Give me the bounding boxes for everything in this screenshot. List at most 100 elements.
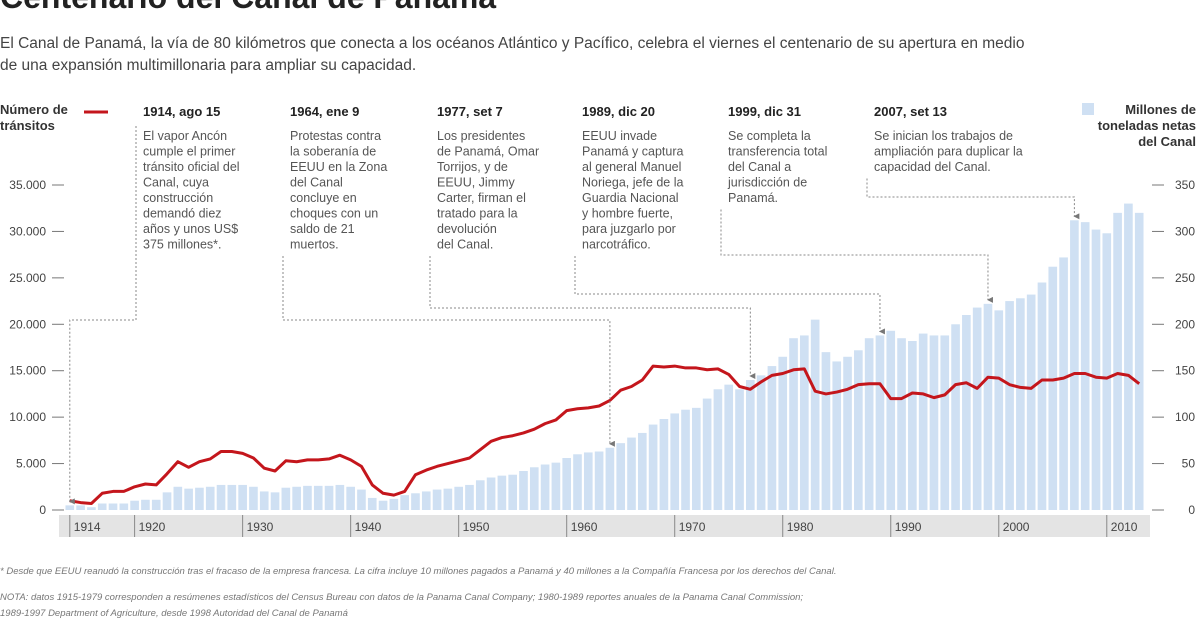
bar — [97, 503, 107, 510]
bar — [454, 486, 463, 510]
bar — [108, 503, 118, 510]
bar — [519, 471, 528, 510]
bar — [1005, 301, 1014, 510]
bar — [119, 503, 129, 510]
y2-tick-label: 0 — [1188, 503, 1195, 517]
bar — [756, 375, 766, 510]
bar — [443, 488, 453, 510]
bar — [259, 491, 269, 510]
bar — [605, 447, 615, 510]
bar — [962, 315, 971, 510]
y-tick-label: 0 — [39, 503, 46, 517]
footnote: 1989-1997 Department of Agriculture, des… — [0, 608, 348, 619]
legend-label: Número de tránsitos — [0, 102, 68, 133]
annotation-text: EEUU en la Zona — [290, 160, 387, 174]
annotation-text: Torrijos, y de — [437, 160, 508, 174]
annotation-text: El vapor Ancón — [143, 129, 227, 143]
bar — [367, 497, 377, 510]
annotation-text: Los presidentes — [437, 129, 525, 143]
annotation-text: Guardia Nacional — [582, 191, 679, 205]
bar — [551, 462, 561, 510]
bar — [540, 464, 550, 510]
bar — [735, 389, 744, 510]
y-tick-label: 25.000 — [9, 271, 46, 285]
line — [69, 364, 1141, 505]
bar — [864, 338, 874, 510]
bar — [681, 409, 690, 510]
bar — [1070, 220, 1079, 511]
annotation-text: devolución — [437, 222, 497, 236]
bar — [951, 324, 960, 510]
annotation-date: 1964, ene 9 — [290, 104, 359, 119]
bar — [821, 352, 831, 510]
bar — [270, 492, 280, 510]
bar — [573, 454, 582, 510]
bar — [303, 485, 312, 510]
bar — [702, 398, 712, 510]
annotation-date: 1914, ago 15 — [143, 104, 220, 119]
bar — [897, 338, 906, 510]
bar — [378, 500, 388, 510]
x-tick-label: 1920 — [139, 520, 166, 534]
annotation-text: y hombre fuerte, — [582, 207, 673, 221]
bar — [1080, 222, 1090, 510]
bar — [1113, 212, 1122, 510]
bar — [983, 303, 993, 510]
bar — [486, 477, 496, 510]
y-tick-label: 10.000 — [9, 410, 46, 424]
annotation-text: Panamá. — [728, 191, 778, 205]
annotation-text: Se inician los trabajos de — [874, 129, 1013, 143]
x-axis-band — [59, 515, 1150, 537]
bar — [205, 486, 215, 510]
annotation-text: Panamá y captura — [582, 145, 683, 159]
bar — [346, 486, 355, 510]
y2-tick-label: 250 — [1175, 271, 1195, 285]
bar — [972, 307, 982, 510]
bar — [659, 419, 669, 510]
bar — [810, 319, 820, 510]
annotation-text: Carter, firman el — [437, 191, 526, 205]
bar — [357, 489, 366, 510]
bar — [173, 486, 183, 510]
annotation-text: del Canal a — [728, 160, 791, 174]
annotation-text: demandó diez — [143, 207, 222, 221]
bar — [184, 488, 193, 510]
bar — [886, 330, 896, 510]
bar — [637, 432, 647, 510]
bar — [1059, 257, 1068, 510]
legend-swatch — [1082, 103, 1094, 115]
bar — [411, 493, 420, 510]
bar — [151, 499, 161, 510]
bar — [475, 480, 485, 510]
bar — [432, 489, 442, 510]
annotation-text: cumple el primer — [143, 145, 235, 159]
bar — [875, 335, 885, 510]
x-tick-label: 1980 — [787, 520, 814, 534]
bar — [746, 380, 755, 510]
annotation-text: la soberanía de — [290, 145, 376, 159]
bar — [940, 335, 950, 510]
annotation-date: 1977, set 7 — [437, 104, 503, 119]
bar — [648, 424, 658, 510]
bar — [616, 443, 626, 510]
bar — [800, 335, 809, 510]
annotation-text: Protestas contra — [290, 129, 381, 143]
bar — [465, 484, 474, 510]
bar — [292, 486, 301, 510]
bar — [594, 451, 604, 510]
y2-tick-label: 150 — [1175, 364, 1195, 378]
annotation-text: EEUU, Jimmy — [437, 176, 516, 190]
bar — [227, 484, 237, 510]
y-tick-label: 20.000 — [9, 317, 46, 331]
bar — [1016, 298, 1025, 510]
bar — [130, 500, 139, 510]
bar — [281, 487, 291, 510]
x-tick-label: 2000 — [1003, 520, 1030, 534]
bar — [918, 333, 928, 510]
bar — [400, 495, 409, 510]
bar — [724, 384, 734, 510]
bar — [929, 335, 939, 510]
y-tick-label: 35.000 — [9, 178, 46, 192]
annotation-text: EEUU invade — [582, 129, 657, 143]
